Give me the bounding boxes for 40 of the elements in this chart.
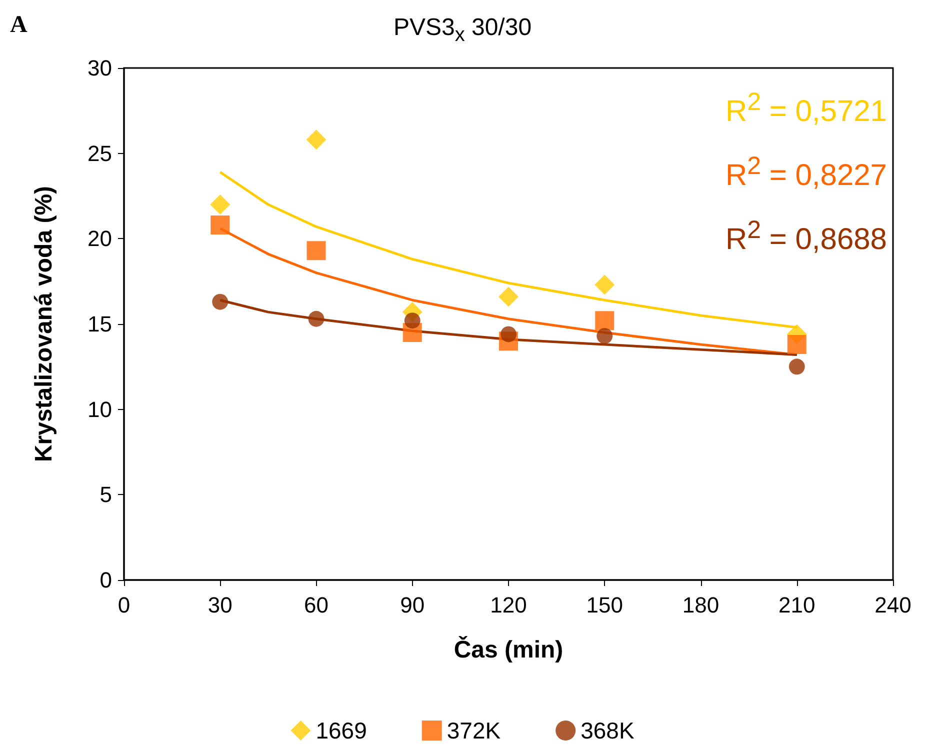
y-axis-title: Krystalizovaná voda (%) bbox=[30, 186, 58, 462]
y-tick-label: 10 bbox=[88, 396, 112, 422]
point bbox=[210, 216, 230, 235]
y-tick-label: 15 bbox=[88, 312, 112, 336]
point bbox=[308, 310, 324, 327]
point bbox=[212, 294, 228, 310]
x-tick-label: 180 bbox=[682, 592, 720, 618]
text: A bbox=[10, 12, 28, 39]
y-tick-label: 5 bbox=[100, 482, 112, 508]
x-tick-label: 90 bbox=[400, 592, 425, 618]
point bbox=[787, 334, 806, 354]
legend-label: 368K bbox=[580, 718, 635, 744]
point bbox=[404, 312, 420, 329]
x-tick-label: 60 bbox=[304, 592, 328, 618]
point bbox=[595, 311, 614, 330]
point bbox=[788, 358, 805, 375]
point bbox=[210, 194, 230, 215]
x-tick-label: 210 bbox=[778, 592, 816, 618]
x-tick-label: 150 bbox=[586, 592, 623, 618]
x-tick-label: 0 bbox=[118, 592, 130, 618]
y-tick-label: 0 bbox=[100, 568, 112, 592]
point bbox=[596, 328, 613, 344]
x-tick-label: 30 bbox=[208, 592, 232, 618]
annotation: R$^{2}$ = 0,8227 bbox=[725, 152, 887, 193]
point bbox=[306, 130, 326, 150]
point bbox=[500, 326, 516, 342]
chart-title: PVS3$_{x}$ 30/30 bbox=[393, 14, 532, 46]
y-tick-label: 25 bbox=[88, 140, 112, 166]
x-tick-label: 240 bbox=[874, 592, 912, 618]
annotation: R$^{2}$ = 0,5721 bbox=[725, 88, 887, 129]
x-tick-label: 120 bbox=[490, 592, 527, 618]
point bbox=[498, 286, 518, 307]
point bbox=[594, 274, 615, 295]
x-axis-title: Čas (min) bbox=[454, 636, 564, 664]
y-tick-label: 20 bbox=[88, 226, 112, 252]
legend-label: 1669 bbox=[316, 718, 367, 744]
legend-label: 372K bbox=[446, 718, 502, 744]
annotation: R$^{2}$ = 0,8688 bbox=[725, 216, 887, 257]
point bbox=[306, 241, 326, 260]
y-tick-label: 30 bbox=[88, 56, 112, 80]
